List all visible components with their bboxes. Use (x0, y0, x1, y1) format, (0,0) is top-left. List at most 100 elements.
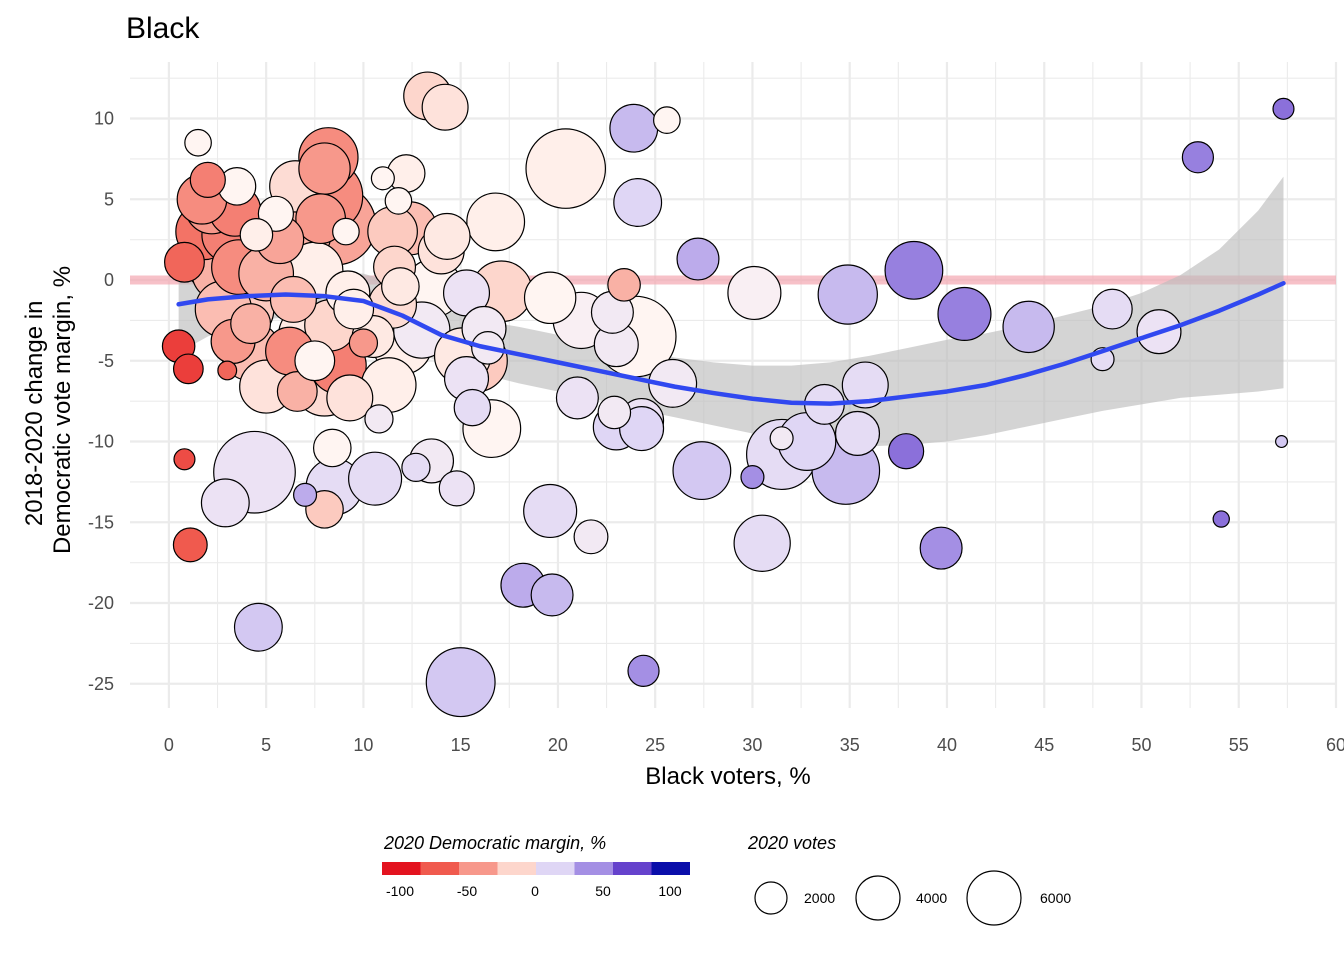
x-tick-label: 0 (164, 735, 174, 755)
chart-title: Black (126, 12, 200, 45)
color-legend-bin (536, 862, 575, 875)
data-point (326, 374, 374, 422)
x-tick-label: 20 (548, 735, 568, 755)
data-point (523, 271, 577, 325)
data-point (425, 647, 496, 718)
y-tick-label: -5 (98, 351, 114, 371)
size-legend-circle (966, 870, 1022, 926)
data-point (172, 527, 208, 563)
data-point (384, 187, 413, 215)
data-point (217, 360, 238, 381)
smooth-trend-line (176, 281, 1286, 406)
data-point (269, 275, 317, 323)
size-legend-label: 6000 (1040, 890, 1071, 906)
x-tick-label: 55 (1229, 735, 1249, 755)
color-legend-bin (574, 862, 613, 875)
data-point (438, 470, 475, 507)
color-legend-title: 2020 Democratic margin, % (383, 833, 606, 853)
x-tick-label: 60 (1326, 735, 1344, 755)
data-point (937, 286, 992, 342)
data-point (523, 483, 578, 539)
x-tick-label: 30 (742, 735, 762, 755)
smooth-line (176, 281, 1286, 406)
data-point (1181, 141, 1215, 174)
x-tick-label: 15 (451, 735, 471, 755)
y-axis-label-line-1: 2018-2020 change in (21, 301, 48, 527)
size-legend-circle (754, 881, 788, 915)
data-point (294, 340, 336, 382)
x-tick-label: 50 (1131, 735, 1151, 755)
color-legend-label: 100 (658, 883, 682, 899)
x-tick-label: 35 (840, 735, 860, 755)
data-point (609, 103, 659, 153)
data-point (293, 482, 318, 507)
data-point (364, 404, 394, 434)
data-point (298, 142, 351, 195)
data-point (619, 406, 665, 452)
data-point (884, 240, 944, 300)
x-tick-label: 40 (937, 735, 957, 755)
color-legend-bin (613, 862, 652, 875)
data-point (555, 376, 599, 420)
data-point (172, 353, 204, 385)
data-point (370, 166, 395, 191)
data-point (381, 267, 420, 306)
x-axis-ticks: 0 5 10 15 20 25 30 35 40 45 50 55 60 (164, 735, 1344, 755)
data-point (453, 388, 492, 427)
y-tick-label: -20 (88, 593, 114, 613)
data-point (164, 241, 205, 283)
data-point (769, 426, 794, 451)
size-legend-label: 4000 (916, 890, 947, 906)
x-axis-label: Black voters, % (645, 763, 810, 790)
data-point (573, 519, 609, 555)
data-point (834, 410, 881, 456)
y-tick-label: -15 (88, 512, 114, 532)
data-point (233, 602, 283, 652)
color-legend-labels: -100 -50 0 50 100 (386, 883, 682, 899)
data-point (1275, 435, 1289, 449)
data-point (312, 428, 352, 468)
x-tick-label: 45 (1034, 735, 1054, 755)
size-legend-label: 2000 (804, 890, 835, 906)
y-axis-label-line-2: Democratic vote margin, % (49, 266, 76, 554)
data-point (1212, 510, 1230, 528)
color-legend-label: 0 (531, 883, 539, 899)
data-point (613, 178, 663, 227)
color-legend-label: 50 (595, 883, 611, 899)
data-point (607, 268, 641, 302)
y-tick-label: 10 (94, 109, 114, 129)
x-tick-label: 10 (353, 735, 373, 755)
data-point (466, 192, 526, 252)
data-points (161, 71, 1295, 718)
data-point (653, 106, 681, 134)
data-point (525, 128, 607, 209)
data-point (230, 303, 272, 345)
y-tick-label: -10 (88, 432, 114, 452)
x-tick-label: 25 (645, 735, 665, 755)
color-legend-bin (420, 862, 459, 875)
data-point (401, 452, 431, 483)
color-legend: 2020 Democratic margin, % -100 -50 0 50 100 (382, 833, 690, 899)
size-legend-circle (855, 875, 901, 921)
data-point (740, 464, 765, 490)
y-tick-label: -25 (88, 674, 114, 694)
y-tick-label: 0 (104, 270, 114, 290)
data-point (333, 288, 375, 330)
data-point (676, 237, 720, 281)
data-point (421, 83, 469, 131)
data-point (1091, 288, 1133, 330)
data-point (184, 128, 212, 157)
color-legend-label: -50 (457, 883, 477, 899)
data-point (200, 478, 250, 528)
color-legend-bin (651, 862, 690, 875)
data-point (276, 371, 318, 412)
size-legend-title: 2020 votes (747, 833, 836, 853)
data-point (1002, 300, 1055, 354)
data-point (597, 395, 632, 430)
y-axis-label: 2018-2020 change in Democratic vote marg… (21, 266, 76, 554)
data-point (672, 441, 732, 501)
data-point (332, 217, 360, 246)
data-point (919, 526, 963, 570)
size-legend-keys: 2000 4000 6000 (754, 870, 1071, 926)
